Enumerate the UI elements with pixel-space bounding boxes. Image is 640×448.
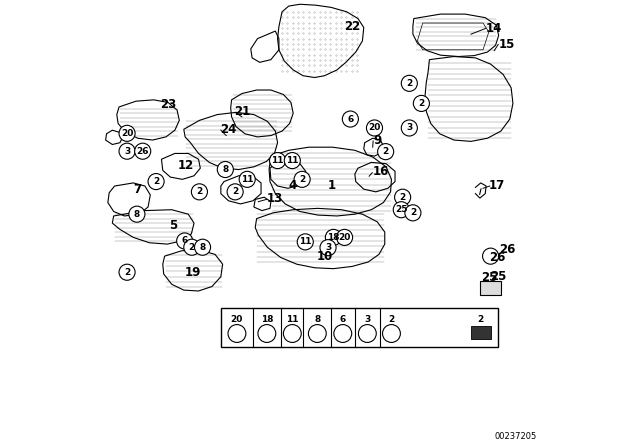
Text: 2: 2 (419, 99, 424, 108)
Circle shape (294, 171, 310, 187)
Text: 11: 11 (286, 314, 299, 323)
Text: 11: 11 (286, 156, 299, 165)
Text: 8: 8 (314, 314, 321, 323)
Circle shape (119, 143, 135, 159)
Circle shape (367, 120, 383, 136)
Text: 14: 14 (486, 22, 502, 35)
Circle shape (177, 233, 193, 249)
Circle shape (184, 239, 200, 255)
Circle shape (401, 75, 417, 91)
Circle shape (134, 143, 151, 159)
Text: 4: 4 (288, 179, 296, 192)
Text: 26: 26 (489, 251, 505, 264)
Text: 7: 7 (133, 183, 141, 196)
Circle shape (217, 161, 234, 177)
Text: 11: 11 (241, 175, 253, 184)
Circle shape (191, 184, 207, 200)
Circle shape (342, 111, 358, 127)
Text: 23: 23 (161, 98, 177, 111)
Text: 8: 8 (222, 165, 228, 174)
Text: 2: 2 (124, 268, 130, 277)
Bar (480, 281, 501, 295)
Text: 6: 6 (340, 314, 346, 323)
Text: 2: 2 (153, 177, 159, 186)
Circle shape (119, 125, 135, 142)
Text: 00237205: 00237205 (494, 431, 536, 440)
Circle shape (393, 202, 410, 218)
Text: 5: 5 (169, 219, 177, 232)
Text: 22: 22 (344, 20, 361, 33)
Circle shape (405, 205, 421, 221)
Text: 2: 2 (189, 243, 195, 252)
Text: 15: 15 (498, 38, 515, 51)
Text: 10: 10 (317, 250, 333, 263)
Text: 1: 1 (328, 179, 336, 192)
Text: 2: 2 (406, 79, 412, 88)
Text: 12: 12 (178, 159, 194, 172)
Circle shape (297, 234, 314, 250)
Text: 17: 17 (489, 179, 505, 192)
Text: 2: 2 (299, 175, 305, 184)
Bar (221, 308, 498, 347)
Circle shape (269, 152, 285, 168)
Circle shape (195, 239, 211, 255)
Text: 2: 2 (399, 193, 406, 202)
Text: 20: 20 (339, 233, 351, 242)
Text: 2: 2 (196, 187, 202, 196)
Text: 2: 2 (383, 147, 388, 156)
Circle shape (413, 95, 429, 112)
Text: 25: 25 (395, 205, 408, 214)
Circle shape (284, 152, 300, 168)
Text: 18: 18 (327, 233, 340, 242)
Text: 2: 2 (477, 314, 484, 323)
Text: 6: 6 (182, 237, 188, 246)
Circle shape (119, 264, 135, 280)
Text: 25: 25 (481, 271, 497, 284)
Text: 3: 3 (364, 314, 371, 323)
Text: 26: 26 (136, 146, 149, 156)
Text: 20: 20 (121, 129, 133, 138)
Text: 25: 25 (491, 270, 507, 283)
Text: 3: 3 (406, 124, 412, 133)
Text: 3: 3 (325, 243, 331, 252)
Text: 3: 3 (124, 146, 130, 156)
Text: 11: 11 (271, 156, 284, 165)
Circle shape (325, 229, 341, 246)
Text: 19: 19 (185, 266, 201, 279)
Circle shape (378, 144, 394, 159)
Text: 26: 26 (500, 243, 516, 256)
Text: 6: 6 (348, 115, 353, 124)
Text: 8: 8 (134, 210, 140, 219)
Circle shape (239, 171, 255, 187)
Circle shape (320, 240, 336, 256)
Text: 13: 13 (266, 192, 283, 205)
Circle shape (401, 120, 417, 136)
Text: 2: 2 (388, 314, 395, 323)
Text: 2: 2 (232, 187, 238, 196)
Bar (471, 326, 491, 339)
Circle shape (148, 173, 164, 190)
Text: 24: 24 (220, 123, 236, 136)
Text: 21: 21 (234, 105, 250, 118)
Circle shape (337, 229, 353, 246)
Text: 11: 11 (299, 237, 312, 246)
Circle shape (395, 189, 411, 205)
Text: 18: 18 (260, 314, 273, 323)
Text: 9: 9 (373, 134, 381, 146)
Text: 8: 8 (200, 243, 205, 252)
Text: 20: 20 (231, 314, 243, 323)
Circle shape (227, 184, 243, 200)
Text: 20: 20 (368, 124, 381, 133)
Text: 2: 2 (410, 208, 416, 217)
Text: 16: 16 (372, 165, 388, 178)
Circle shape (129, 206, 145, 222)
